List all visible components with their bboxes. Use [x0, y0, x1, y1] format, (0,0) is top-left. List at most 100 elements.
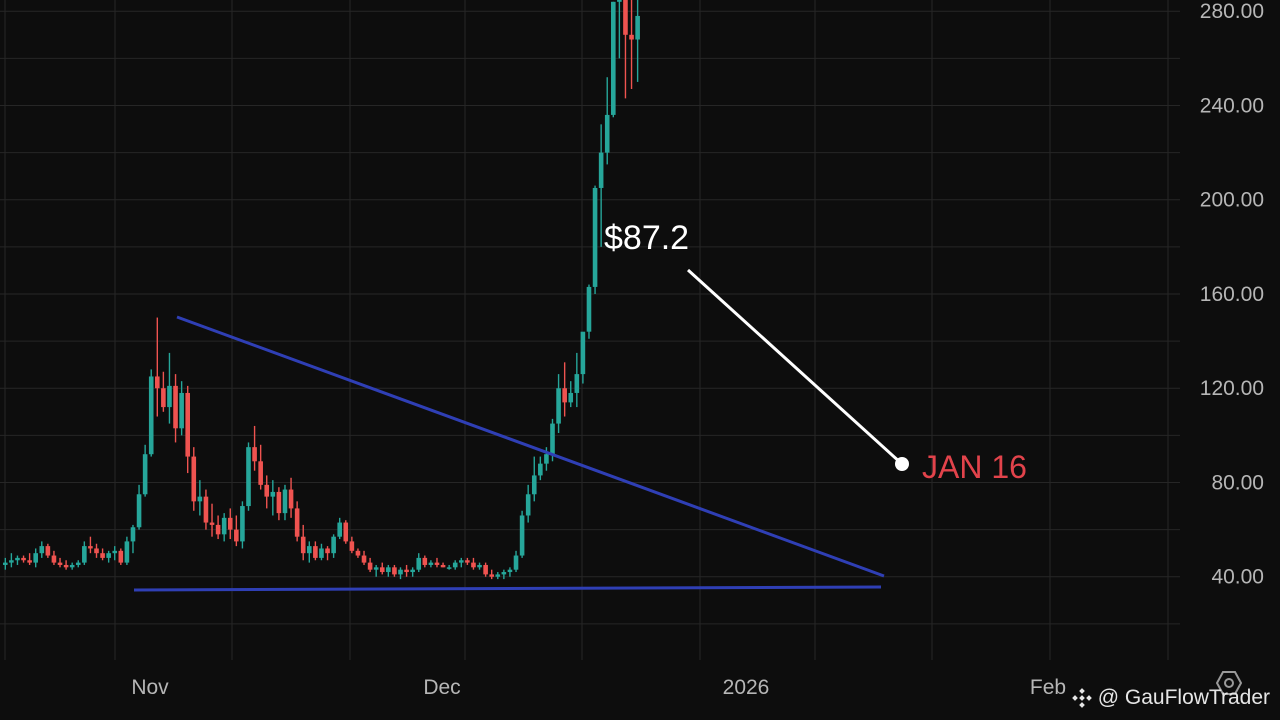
- candle-body: [580, 331, 586, 375]
- candle: [276, 487, 282, 521]
- candle-body: [45, 546, 51, 556]
- candle-body: [465, 560, 470, 563]
- candle-body: [629, 34, 634, 40]
- candle: [379, 562, 385, 575]
- candle: [197, 480, 203, 516]
- candle: [519, 510, 525, 558]
- annotation-price: $87.2: [604, 219, 689, 257]
- candle: [203, 489, 209, 530]
- candle-body: [386, 567, 391, 573]
- candle-body: [550, 423, 555, 455]
- candle-body: [179, 392, 184, 429]
- candle: [3, 557, 8, 570]
- annotation-point: [895, 457, 909, 471]
- candle: [635, 0, 640, 82]
- candle-body: [197, 496, 203, 502]
- candle: [39, 541, 45, 558]
- candle-body: [39, 546, 45, 554]
- candle: [489, 569, 494, 580]
- candle-body: [544, 454, 549, 464]
- candle: [130, 524, 136, 554]
- candle-body: [142, 454, 148, 495]
- candle-body: [513, 555, 519, 570]
- candle-body: [148, 376, 154, 455]
- candle: [343, 520, 349, 544]
- candle: [617, 0, 622, 59]
- candle-body: [331, 536, 336, 554]
- candle: [148, 369, 154, 457]
- candle-body: [422, 557, 428, 565]
- candle: [416, 553, 422, 573]
- candle-body: [568, 392, 574, 403]
- candle-body: [155, 376, 160, 389]
- candle-body: [246, 447, 251, 507]
- candle-body: [416, 557, 422, 570]
- candle-body: [538, 463, 543, 476]
- candle-body: [617, 0, 622, 2]
- y-tick-label: 40.00: [1211, 566, 1264, 589]
- candle: [355, 548, 361, 558]
- settings-icon[interactable]: [1216, 670, 1242, 696]
- candle-body: [63, 564, 69, 568]
- watermark-text: @ GauFlowTrader: [1097, 686, 1270, 709]
- candle: [88, 536, 93, 554]
- candle-body: [452, 562, 458, 568]
- candle: [373, 564, 379, 577]
- candle: [264, 475, 270, 509]
- candle-body: [428, 562, 434, 565]
- candle: [142, 444, 148, 497]
- x-axis-labels: Nov Dec 2026 Feb: [131, 676, 1066, 699]
- candle-body: [112, 550, 118, 554]
- candle: [574, 352, 580, 408]
- candle-body: [276, 491, 282, 514]
- candle: [483, 562, 488, 577]
- candle: [288, 477, 294, 518]
- candle-body: [373, 567, 379, 570]
- watermark: @ GauFlowTrader: [1071, 686, 1270, 710]
- candle: [75, 560, 81, 568]
- candle-body: [130, 527, 136, 542]
- candle: [179, 381, 184, 436]
- candle: [428, 560, 434, 568]
- candle: [112, 546, 118, 561]
- candle: [167, 352, 172, 424]
- candle-body: [471, 562, 476, 568]
- candle: [337, 517, 342, 540]
- candle: [221, 513, 227, 542]
- annotation-date: JAN 16: [922, 449, 1027, 485]
- candle-body: [173, 385, 178, 429]
- candle-body: [519, 515, 525, 556]
- x-tick-label: Feb: [1030, 676, 1066, 699]
- candle-body: [623, 0, 628, 35]
- candles: [3, 0, 640, 580]
- candle: [580, 331, 586, 384]
- candle-body: [562, 388, 567, 403]
- candle-body: [635, 15, 640, 40]
- candle: [434, 557, 440, 568]
- candle-body: [234, 529, 239, 542]
- candle-body: [264, 484, 270, 497]
- candle: [386, 564, 391, 577]
- candle: [118, 548, 124, 565]
- candle-body: [349, 541, 355, 551]
- candle: [367, 557, 373, 573]
- candle: [604, 77, 610, 165]
- candle: [252, 425, 257, 471]
- annotation-pointer-line: [686, 268, 904, 466]
- candle: [227, 508, 233, 540]
- candle-body: [215, 524, 221, 535]
- candle-body: [611, 1, 616, 115]
- candle-body: [379, 567, 385, 573]
- candle-body: [282, 489, 288, 514]
- candle: [629, 0, 634, 89]
- candle: [246, 442, 251, 511]
- candle-body: [446, 567, 452, 569]
- candle: [51, 550, 57, 565]
- candle: [82, 541, 87, 565]
- candle-body: [592, 187, 598, 287]
- candle-body: [69, 564, 75, 568]
- candle: [209, 503, 215, 537]
- candle: [215, 515, 221, 540]
- candle: [27, 553, 32, 565]
